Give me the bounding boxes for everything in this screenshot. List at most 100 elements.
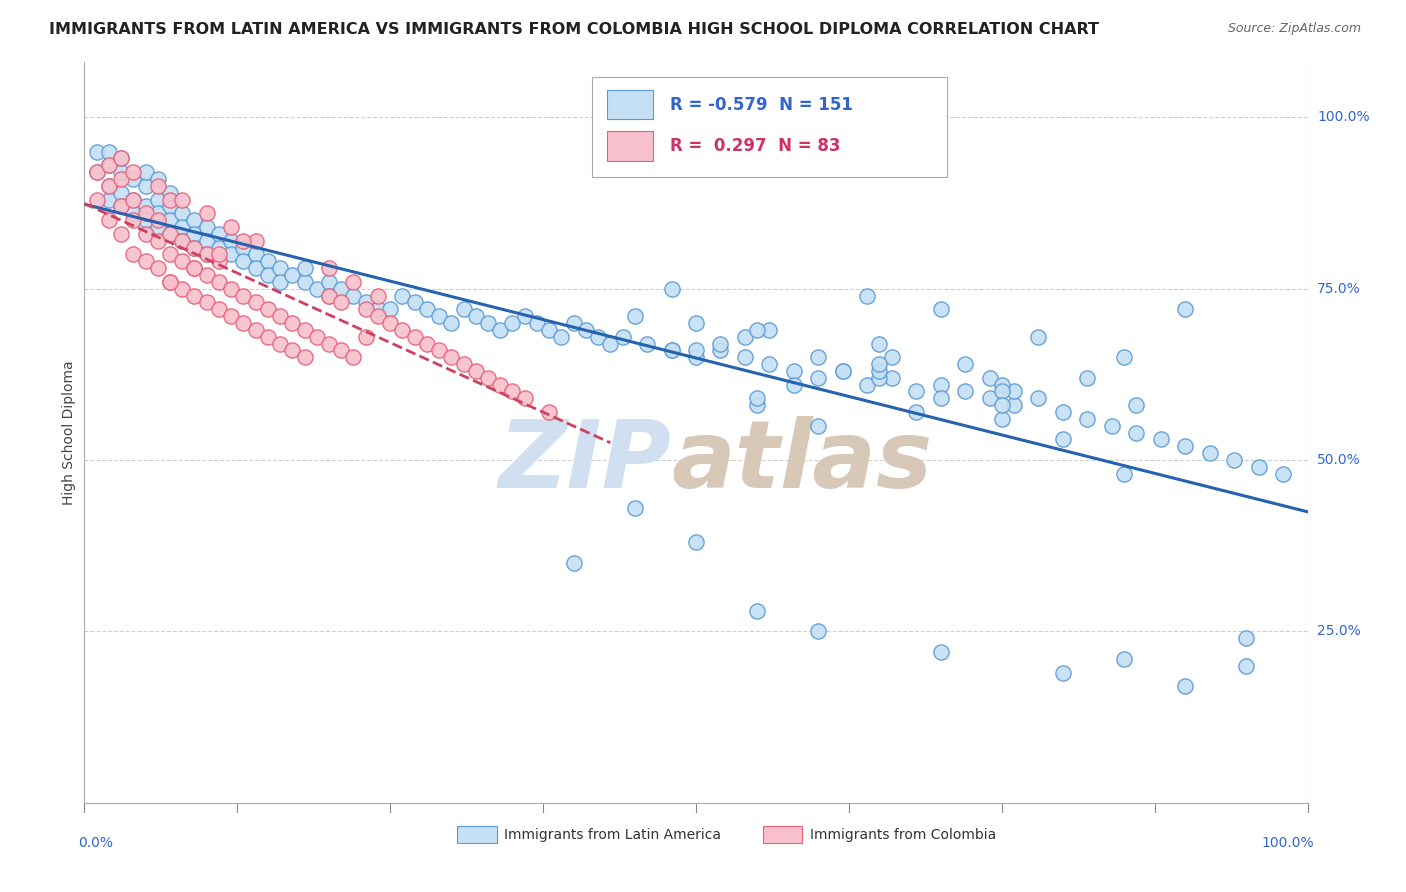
Point <box>183 240 205 255</box>
Point <box>380 316 402 330</box>
Point <box>991 412 1014 426</box>
Point <box>195 247 218 261</box>
Point <box>807 418 830 433</box>
Point <box>110 152 132 166</box>
Point <box>342 288 364 302</box>
Point <box>453 357 475 371</box>
Point <box>305 329 328 343</box>
Y-axis label: High School Diploma: High School Diploma <box>62 360 76 505</box>
Point <box>172 282 194 296</box>
Point <box>513 392 536 406</box>
Point <box>219 219 242 234</box>
Point <box>281 268 304 282</box>
Point <box>146 261 169 276</box>
Point <box>183 227 205 241</box>
Point <box>269 275 291 289</box>
Point <box>991 384 1014 399</box>
Point <box>979 392 1001 406</box>
Point <box>305 282 328 296</box>
Point <box>562 556 585 570</box>
Point <box>783 364 806 378</box>
Point <box>245 247 267 261</box>
Point <box>1223 453 1246 467</box>
Point <box>159 193 181 207</box>
Point <box>110 152 132 166</box>
Point <box>159 186 181 200</box>
Point <box>856 377 879 392</box>
Point <box>1076 412 1098 426</box>
Point <box>195 219 218 234</box>
Point <box>1174 679 1197 693</box>
Point <box>232 234 254 248</box>
Point <box>685 350 707 364</box>
Point <box>122 206 145 220</box>
Text: 0.0%: 0.0% <box>79 836 114 850</box>
Point <box>219 234 242 248</box>
Point <box>1052 665 1074 680</box>
Point <box>342 350 364 364</box>
Point <box>538 323 561 337</box>
Point <box>783 377 806 392</box>
Point <box>135 227 157 241</box>
Point <box>232 240 254 255</box>
Point <box>991 377 1014 392</box>
Point <box>440 316 463 330</box>
Point <box>318 275 340 289</box>
Text: 50.0%: 50.0% <box>1317 453 1361 467</box>
Point <box>453 302 475 317</box>
Point <box>269 309 291 323</box>
Point <box>135 206 157 220</box>
Point <box>208 302 231 317</box>
Point <box>159 247 181 261</box>
Point <box>208 254 231 268</box>
Point <box>685 343 707 358</box>
Point <box>427 309 450 323</box>
Point <box>685 316 707 330</box>
Point <box>122 193 145 207</box>
Point <box>831 364 853 378</box>
Point <box>146 193 169 207</box>
Text: Immigrants from Colombia: Immigrants from Colombia <box>810 828 995 842</box>
Point <box>1002 398 1025 412</box>
Point <box>709 336 731 351</box>
Point <box>661 343 683 358</box>
Point <box>294 275 316 289</box>
Point <box>991 398 1014 412</box>
Point <box>636 336 658 351</box>
Point <box>183 213 205 227</box>
Point <box>257 268 280 282</box>
Point <box>734 329 756 343</box>
Point <box>172 234 194 248</box>
Text: 75.0%: 75.0% <box>1317 282 1361 295</box>
Point <box>502 384 524 399</box>
Point <box>294 323 316 337</box>
Point <box>1114 652 1136 666</box>
Point <box>1125 398 1147 412</box>
Point <box>807 371 830 385</box>
Point <box>929 377 952 392</box>
Point <box>380 302 402 317</box>
Point <box>404 329 426 343</box>
Point <box>318 261 340 276</box>
Point <box>183 240 205 255</box>
Point <box>318 336 340 351</box>
Point <box>122 165 145 179</box>
Point <box>159 213 181 227</box>
Point <box>294 350 316 364</box>
Point <box>159 275 181 289</box>
Point <box>97 158 120 172</box>
Point <box>318 288 340 302</box>
Point <box>905 384 928 399</box>
Point <box>183 261 205 276</box>
Point <box>440 350 463 364</box>
Point <box>97 158 120 172</box>
Point <box>135 199 157 213</box>
FancyBboxPatch shape <box>592 78 946 178</box>
Point <box>1236 632 1258 646</box>
Point <box>758 357 780 371</box>
Point <box>1052 405 1074 419</box>
Point <box>232 254 254 268</box>
Point <box>1114 350 1136 364</box>
Point <box>135 213 157 227</box>
Point <box>1002 384 1025 399</box>
